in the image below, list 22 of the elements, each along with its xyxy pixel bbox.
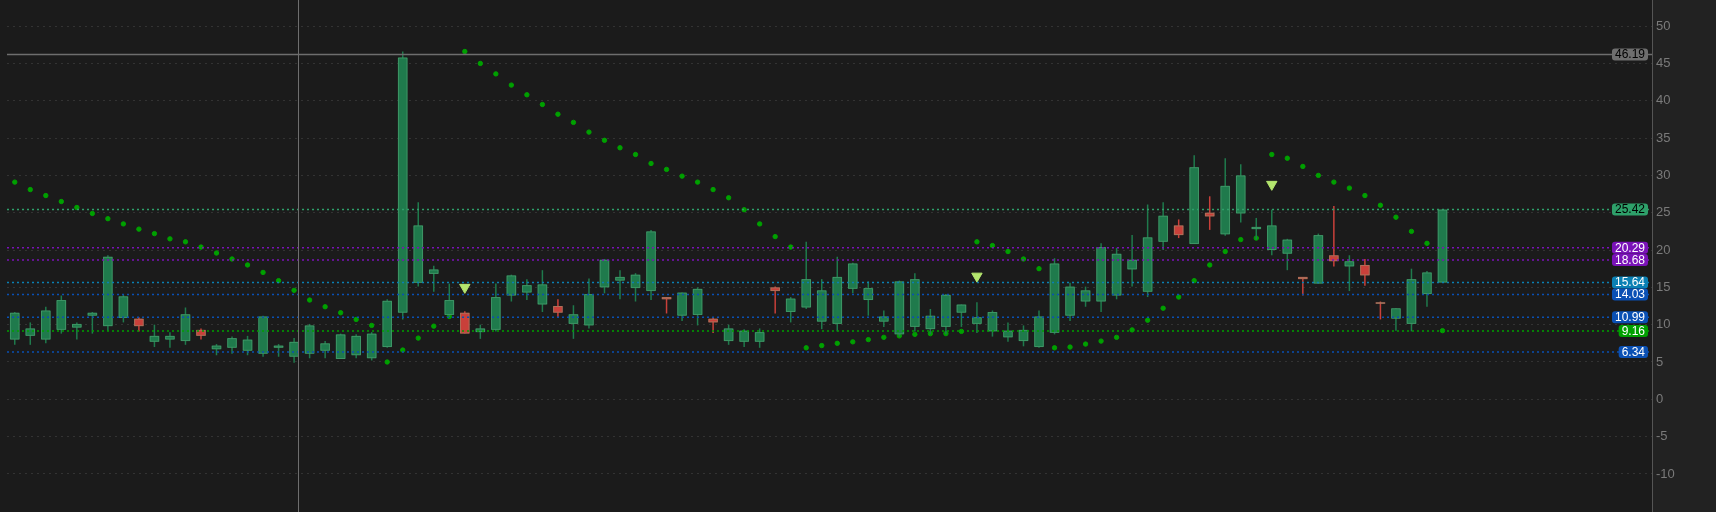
ref-line-label: 10.99 (1614, 310, 1646, 325)
ref-line-label: 18.68 (1614, 252, 1646, 267)
ref-line-label: 25.42 (1614, 202, 1646, 217)
ref-line-label: 14.03 (1614, 287, 1646, 302)
y-tick-label: 0 (1656, 390, 1664, 406)
ref-line-label: 6.34 (1621, 344, 1646, 359)
ref-line-label: 20.29 (1614, 240, 1646, 255)
y-tick-label: 25 (1656, 204, 1671, 220)
ref-line-label: 15.64 (1614, 275, 1646, 290)
y-tick-label: 5 (1656, 353, 1664, 369)
y-tick-label: 35 (1656, 129, 1671, 145)
ref-line-label: 9.16 (1621, 323, 1646, 338)
y-tick-label: -5 (1656, 428, 1668, 444)
y-tick-label: 30 (1656, 166, 1671, 182)
y-tick-label: 10 (1656, 316, 1671, 332)
y-tick-label: -10 (1656, 465, 1675, 481)
y-tick-label: 45 (1656, 55, 1671, 71)
y-tick-label: 15 (1656, 278, 1671, 294)
y-tick-label: 40 (1656, 92, 1671, 108)
y-tick-label: 50 (1656, 17, 1671, 33)
ref-line-label: 46.19 (1614, 47, 1646, 62)
y-tick-label: 20 (1656, 241, 1671, 257)
